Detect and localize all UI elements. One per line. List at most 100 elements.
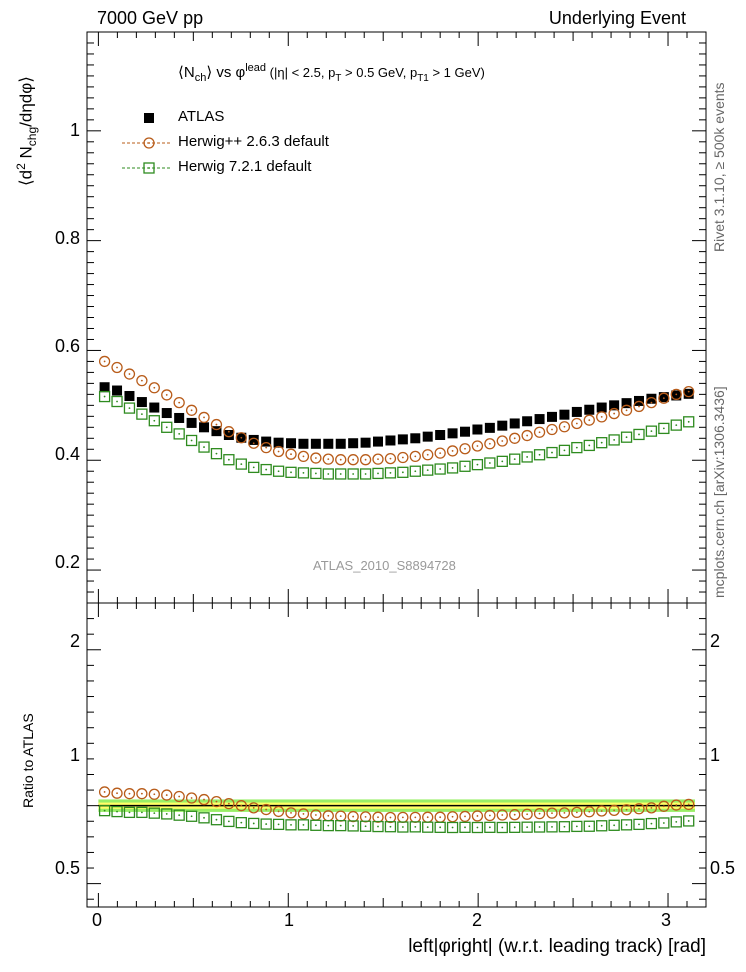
data-point-herwig7-center <box>116 400 118 403</box>
data-point-herwigpp-center <box>128 373 131 375</box>
data-point-atlas <box>621 398 632 409</box>
data-point-herwig7 <box>484 457 496 469</box>
data-point-herwigpp <box>571 417 583 430</box>
data-point-herwig7-center <box>662 427 665 430</box>
ratio-point-herwig7 <box>384 821 397 833</box>
data-point-herwigpp-center <box>575 422 578 425</box>
data-point-herwig7 <box>583 439 595 452</box>
data-point-herwig7 <box>136 408 148 420</box>
ratio-point-herwigpp <box>223 797 235 810</box>
ratio-point-herwigpp-center <box>401 816 404 819</box>
data-point-herwig7 <box>297 467 310 479</box>
ratio-point-herwig7-center <box>662 822 665 824</box>
data-point-herwig7 <box>496 455 508 467</box>
ratio-point-herwig7 <box>533 821 546 833</box>
ratio-point-herwig7 <box>335 819 347 832</box>
data-point-herwig7-center <box>265 468 268 471</box>
ratio-point-herwig7 <box>496 821 508 834</box>
ratio-point-herwigpp-center <box>501 814 504 816</box>
data-point-herwig7 <box>620 431 633 443</box>
ratio-point-herwig7 <box>509 821 521 833</box>
data-point-herwigpp-center <box>153 386 156 389</box>
ratio-point-herwig7-center <box>575 825 578 828</box>
data-point-herwigpp-center <box>451 450 454 452</box>
legend-marker-herwig7-center <box>148 167 150 169</box>
ratio-point-herwigpp-center <box>327 814 330 817</box>
ratio-point-herwig7-center <box>252 822 255 825</box>
ratio-point-herwig7 <box>310 819 322 831</box>
data-point-atlas <box>373 436 384 447</box>
data-point-herwig7-center <box>128 407 131 409</box>
ratio-point-herwigpp <box>198 793 210 806</box>
main-y-tick-label: 1 <box>69 120 80 140</box>
data-point-herwig7-center <box>364 473 367 475</box>
data-point-herwigpp-center <box>401 456 404 459</box>
data-point-herwig7-center <box>190 439 193 442</box>
ratio-point-herwigpp <box>210 795 223 808</box>
data-point-herwig7-center <box>451 467 454 469</box>
ratio-point-herwigpp-center <box>538 812 541 815</box>
data-point-herwigpp <box>683 385 695 398</box>
data-point-herwig7-center <box>314 472 317 475</box>
ratio-point-herwig7-center <box>116 810 118 813</box>
data-point-herwig7-center <box>302 471 305 474</box>
ratio-point-herwig7-center <box>563 825 566 828</box>
ratio-point-herwigpp-center <box>662 805 665 808</box>
data-point-herwigpp-center <box>116 366 118 369</box>
legend-label-herwig7: Herwig 7.2.1 default <box>178 158 312 175</box>
ratio-y-tick-label: 1 <box>69 745 80 765</box>
data-point-herwig7-center <box>687 420 690 423</box>
ratio-point-herwig7-center <box>215 818 218 821</box>
data-point-herwig7 <box>521 451 533 463</box>
ratio-point-herwigpp <box>285 807 297 819</box>
data-point-herwig7 <box>546 446 558 459</box>
data-point-herwigpp-center <box>327 458 330 461</box>
data-point-atlas <box>149 402 160 413</box>
data-point-herwig7-center <box>352 473 355 475</box>
data-point-herwig7-center <box>178 432 181 435</box>
data-point-herwig7 <box>533 449 546 461</box>
ratio-point-herwig7 <box>359 820 372 832</box>
data-point-herwigpp-center <box>339 458 342 461</box>
ratio-point-herwigpp <box>670 799 682 811</box>
ratio-point-herwig7 <box>272 818 285 831</box>
data-point-atlas <box>497 420 508 431</box>
data-point-herwig7 <box>446 462 459 474</box>
data-point-herwig7 <box>558 444 571 457</box>
ratio-point-herwig7 <box>422 821 434 833</box>
data-point-herwigpp-center <box>277 450 280 453</box>
data-point-herwig7 <box>359 468 372 480</box>
data-point-herwig7-center <box>377 472 379 475</box>
data-point-atlas <box>559 409 570 420</box>
ratio-point-herwig7-center <box>613 824 616 827</box>
data-point-herwig7-center <box>488 462 491 464</box>
ratio-point-herwigpp-center <box>153 793 156 796</box>
data-point-herwigpp-center <box>377 458 379 461</box>
ratio-point-herwigpp-center <box>625 808 628 811</box>
data-point-herwig7-center <box>476 463 479 466</box>
ratio-point-herwig7 <box>185 810 198 822</box>
data-point-herwig7 <box>260 463 272 476</box>
data-point-herwigpp <box>446 445 459 457</box>
ratio-point-herwigpp <box>297 808 310 820</box>
ratio-point-herwigpp-center <box>277 810 280 813</box>
data-point-atlas <box>546 411 557 422</box>
data-point-atlas <box>410 433 421 444</box>
data-point-herwig7-center <box>650 430 653 433</box>
ratio-point-herwig7-center <box>551 825 553 828</box>
ratio-point-herwig7 <box>123 806 136 819</box>
main-y-tick-label: 0.4 <box>54 444 80 464</box>
data-point-herwigpp-center <box>215 423 218 426</box>
data-point-herwigpp <box>111 361 123 374</box>
data-point-atlas <box>298 438 309 449</box>
data-point-atlas <box>596 402 607 413</box>
data-point-atlas <box>435 429 446 440</box>
data-point-atlas <box>199 422 210 433</box>
ratio-point-herwigpp-center <box>513 813 516 816</box>
data-point-herwig7-center <box>439 468 442 470</box>
ratio-point-herwig7-center <box>675 820 678 823</box>
data-point-atlas <box>273 437 284 448</box>
ratio-point-herwig7 <box>136 806 148 819</box>
ratio-point-herwigpp <box>459 810 471 823</box>
ratio-point-herwig7-center <box>265 823 268 825</box>
